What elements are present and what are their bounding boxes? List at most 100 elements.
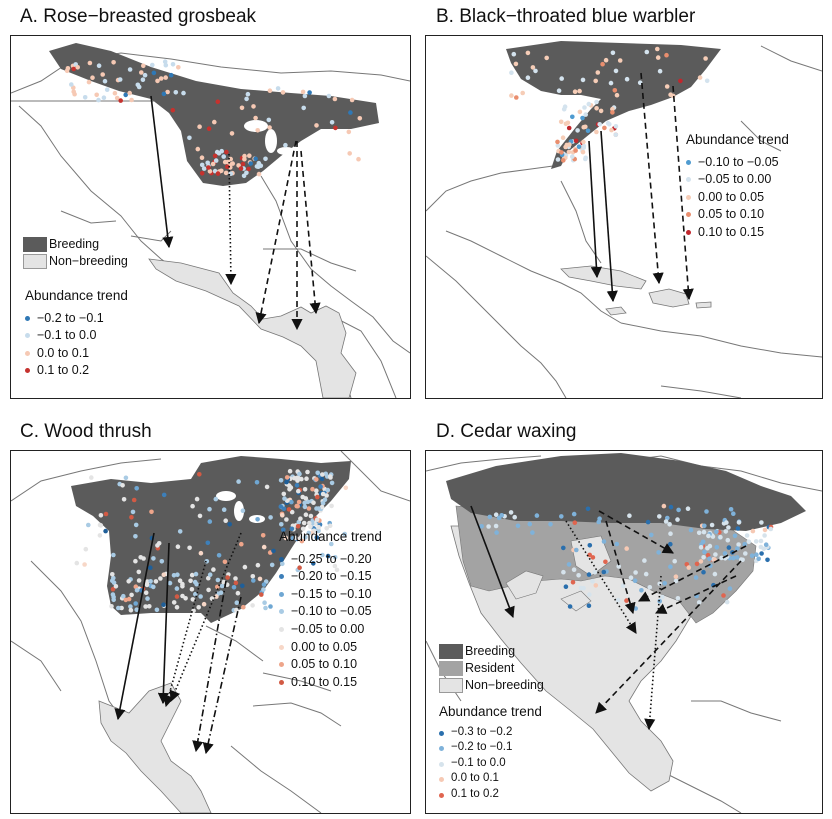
trend-point [147, 604, 152, 609]
trend-point [247, 153, 252, 158]
trend-point [548, 522, 553, 527]
trend-point [302, 487, 308, 492]
trend-point [199, 155, 205, 160]
trend-point [134, 486, 139, 491]
trend-point [177, 578, 183, 583]
trend-point [583, 112, 588, 117]
trend-point [151, 70, 157, 76]
trend-point [297, 536, 303, 541]
trend-point [581, 145, 587, 150]
trend-point [230, 161, 235, 166]
trend-point [753, 539, 759, 544]
trend-point [259, 592, 264, 597]
trend-point [700, 539, 706, 545]
trend-point [597, 122, 602, 127]
trend-point [197, 513, 203, 519]
trend-point [111, 597, 116, 603]
trend-point [162, 59, 168, 64]
trend-point [713, 552, 718, 557]
trend-legend-dot [686, 159, 691, 165]
trend-point [583, 156, 588, 162]
trend-point [198, 594, 203, 599]
trend-point [756, 556, 761, 562]
trend-legend-item: 0.00 to 0.05 [686, 189, 789, 207]
trend-point [127, 67, 133, 72]
trend-point [576, 573, 581, 578]
trend-point [161, 492, 167, 498]
trend-point [151, 556, 156, 561]
trend-point [581, 139, 586, 145]
panel-a-trend-title: Abundance trend [25, 288, 128, 303]
trend-point [236, 163, 241, 168]
trend-legend-dot [686, 229, 691, 235]
trend-point [570, 114, 575, 120]
trend-point [199, 171, 205, 176]
trend-point [702, 523, 707, 529]
trend-legend-label: −0.2 to −0.1 [37, 310, 104, 325]
trend-point [759, 520, 764, 525]
trend-legend-dot [25, 315, 30, 321]
trend-point [180, 584, 185, 589]
trend-point [746, 539, 752, 545]
trend-point [175, 572, 180, 577]
trend-point [218, 590, 224, 595]
trend-point [240, 583, 245, 589]
trend-point [768, 526, 774, 532]
trend-point [126, 579, 131, 584]
trend-legend-item: −0.10 to −0.05 [686, 154, 789, 172]
trend-point [210, 161, 216, 167]
trend-point [742, 541, 747, 547]
trend-legend-dot [439, 746, 444, 752]
trend-point [289, 526, 295, 532]
trend-point [628, 575, 634, 580]
trend-point [327, 523, 333, 529]
trend-point [111, 552, 116, 558]
breeding-swatch [439, 644, 463, 659]
trend-point [140, 77, 146, 82]
trend-point [347, 151, 353, 156]
migration-arrow-solid [600, 130, 618, 303]
trend-point [712, 571, 718, 577]
resident-swatch [439, 661, 463, 676]
trend-legend-label: 0.10 to 0.15 [291, 674, 358, 689]
trend-point [255, 562, 261, 568]
trend-point [171, 573, 177, 578]
trend-point [206, 126, 212, 131]
trend-point [127, 90, 132, 96]
trend-point [225, 164, 230, 169]
trend-point [233, 576, 238, 581]
trend-point [555, 139, 560, 145]
trend-point [349, 97, 355, 103]
trend-point [104, 87, 110, 92]
trend-point [572, 520, 578, 525]
trend-point [702, 549, 707, 555]
legend-nonbreeding-item: Non−breeding [23, 253, 128, 270]
trend-point [583, 124, 588, 130]
trend-point [610, 110, 615, 115]
trend-point [592, 569, 598, 575]
trend-point [261, 582, 267, 587]
trend-point [246, 166, 251, 172]
trend-point [319, 476, 325, 482]
trend-point [129, 592, 134, 598]
trend-point [300, 89, 306, 95]
panel-c-map: Abundance trend −0.25 to −0.20 −0.20 to −… [10, 450, 411, 814]
trend-legend-item: 0.10 to 0.15 [686, 224, 789, 242]
trend-point [570, 580, 576, 585]
trend-point [610, 106, 615, 112]
trend-point [229, 131, 235, 136]
trend-point [263, 156, 268, 162]
trend-point [614, 541, 620, 547]
trend-point [197, 124, 202, 129]
trend-point [572, 89, 578, 94]
trend-point [326, 93, 332, 99]
legend-resident-item: Resident [439, 660, 544, 677]
trend-point [314, 488, 319, 494]
trend-point [190, 503, 195, 509]
trend-point [250, 574, 256, 579]
trend-point [559, 150, 564, 155]
trend-point [758, 538, 764, 544]
trend-point [261, 544, 267, 550]
panel-d-trend-title: Abundance trend [439, 704, 542, 719]
trend-legend-item: −0.05 to 0.00 [686, 171, 789, 189]
